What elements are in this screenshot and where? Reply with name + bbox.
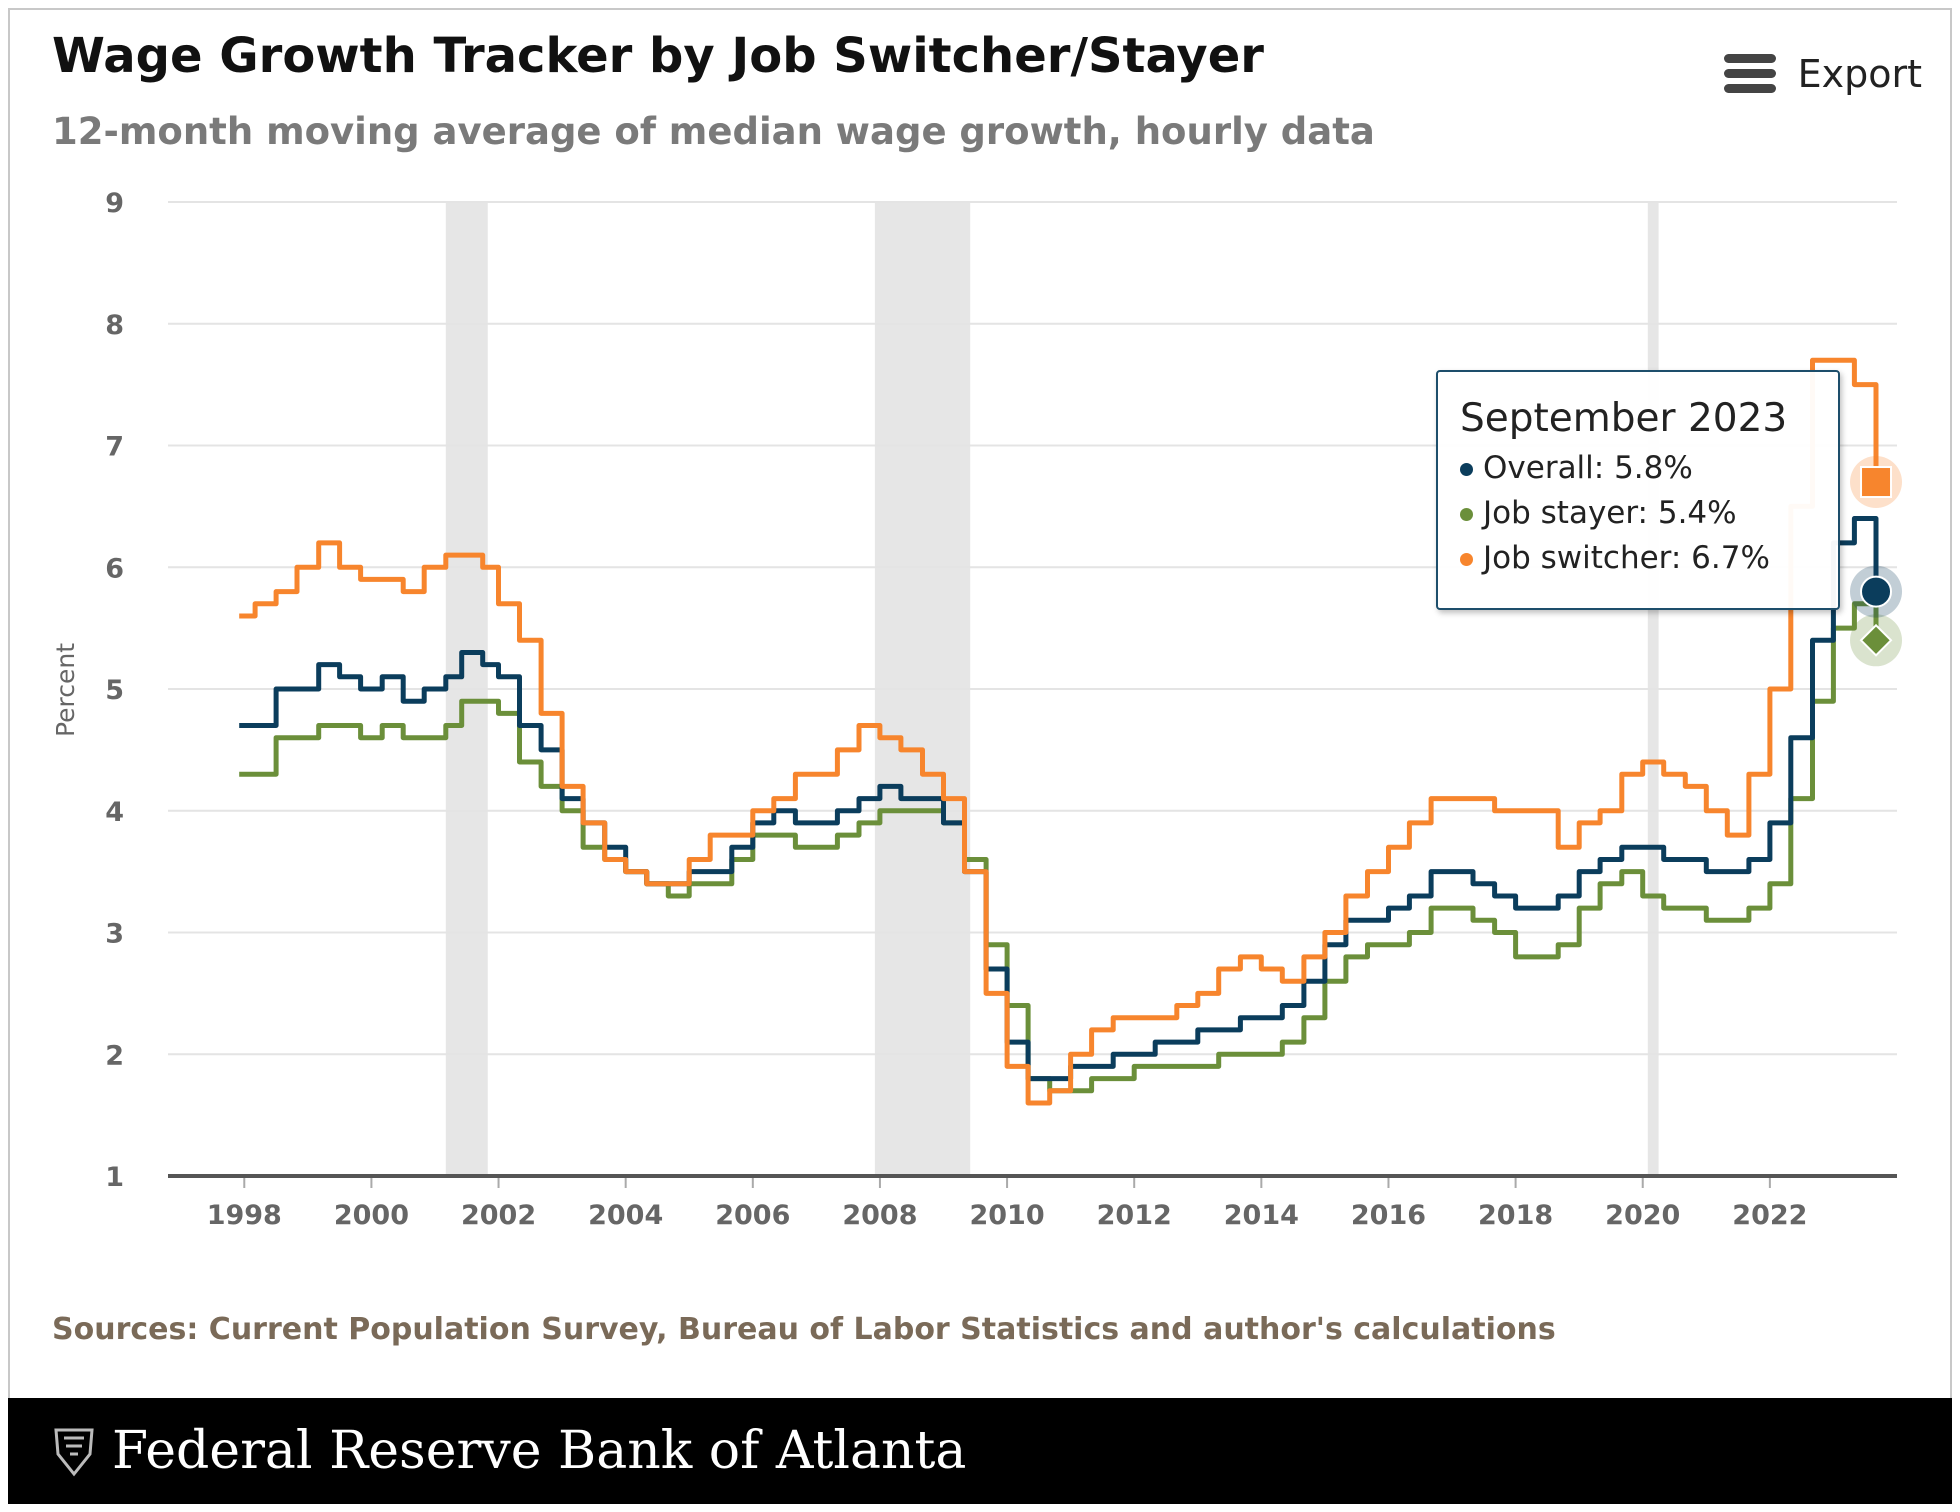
fed-eagle-seal-icon	[54, 1428, 94, 1477]
footer-org-name: Federal Reserve Bank of Atlanta	[112, 1421, 967, 1481]
tooltip-overall-label: Overall: 5.8%	[1483, 450, 1693, 486]
x-tick-label: 2002	[461, 1200, 536, 1231]
hamburger-menu-icon	[1723, 48, 1776, 99]
tooltip-title: September 2023	[1460, 396, 1788, 441]
overall-circle-marker	[1860, 575, 1893, 608]
x-tick-label: 2008	[842, 1200, 917, 1231]
tooltip-row-switcher: Job switcher: 6.7%	[1460, 540, 1770, 576]
footer-bar: Federal Reserve Bank of Atlanta	[8, 1398, 1952, 1504]
y-tick-label: 1	[105, 1162, 124, 1193]
y-tick-label: 8	[105, 310, 124, 341]
stayer-diamond-marker	[1859, 623, 1893, 657]
tooltip-row-overall: Overall: 5.8%	[1460, 450, 1693, 486]
x-tick-label: 2018	[1478, 1200, 1553, 1231]
tooltip-switcher-label: Job switcher: 6.7%	[1483, 540, 1770, 576]
overall-dot-icon	[1460, 463, 1473, 476]
switcher-dot-icon	[1460, 553, 1473, 566]
x-tick-label: 2014	[1224, 1200, 1299, 1231]
x-tick-label: 2020	[1605, 1200, 1680, 1231]
chart-title: Wage Growth Tracker by Job Switcher/Stay…	[52, 28, 1264, 84]
tooltip-row-stayer: Job stayer: 5.4%	[1460, 495, 1737, 531]
switcher-square-marker	[1860, 466, 1893, 499]
y-tick-label: 7	[105, 432, 124, 463]
x-tick-label: 1998	[207, 1200, 282, 1231]
x-tick-label: 2010	[969, 1200, 1044, 1231]
y-tick-label: 6	[105, 553, 124, 584]
y-tick-label: 3	[105, 919, 124, 950]
y-axis-label: Percent	[51, 643, 80, 737]
export-label: Export	[1797, 51, 1922, 96]
switcher-line	[239, 357, 1879, 1106]
tooltip-stayer-label: Job stayer: 5.4%	[1483, 495, 1737, 531]
x-tick-label: 2012	[1097, 1200, 1172, 1231]
y-tick-label: 4	[105, 797, 124, 828]
sources-note: Sources: Current Population Survey, Bure…	[52, 1312, 1556, 1347]
chart-container	[8, 8, 1952, 1504]
x-tick-label: 2016	[1351, 1200, 1426, 1231]
line-chart: 1 2 3 4 5 6 7 8 9 1998 2000 2002 2004 2006 2008 2010 20…	[51, 188, 1903, 1231]
x-tick-label: 2004	[588, 1200, 663, 1231]
x-tick-label: 2006	[715, 1200, 790, 1231]
stayer-dot-icon	[1460, 508, 1473, 521]
y-tick-label: 5	[105, 675, 124, 706]
y-tick-label: 2	[105, 1040, 124, 1071]
tooltip: September 2023 Overall: 5.8% Job stayer:…	[1436, 370, 1840, 610]
overall-line	[239, 516, 1879, 1082]
x-tick-label: 2022	[1732, 1200, 1807, 1231]
x-tick-label: 2000	[334, 1200, 409, 1231]
chart-subtitle: 12-month moving average of median wage g…	[52, 110, 1375, 153]
y-tick-label: 9	[105, 188, 124, 219]
export-button[interactable]: Export	[1723, 48, 1922, 99]
